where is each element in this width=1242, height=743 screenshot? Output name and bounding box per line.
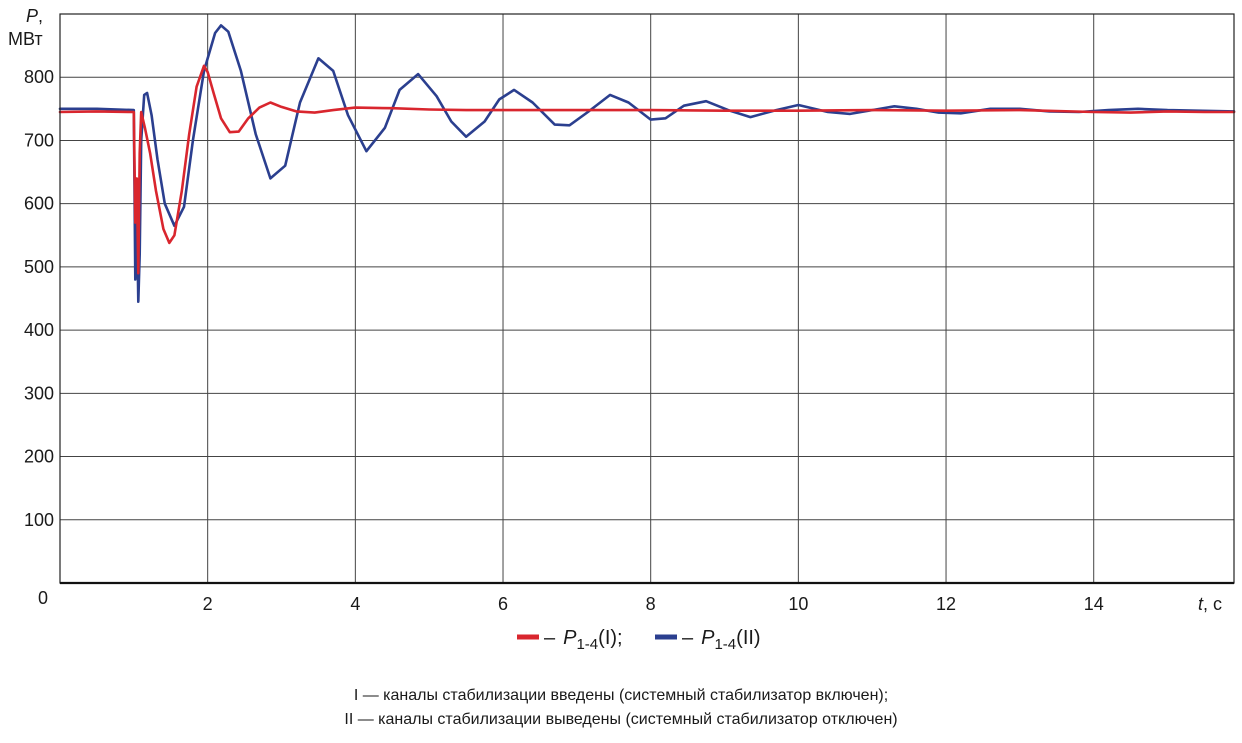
y-tick-label: 600 [24,194,54,214]
legend-subscript-i: 1-4 [576,636,598,653]
legend-suffix-i: (I); [598,627,622,649]
x-tick-label: 10 [788,594,808,614]
x-tick-label: 2 [203,594,213,614]
legend: – P1-4(I); – P1-4(II) [517,627,761,653]
y-axis-symbol: P [26,6,38,26]
legend-subscript-ii: 1-4 [714,636,736,653]
legend-p-ii: P [701,627,715,649]
series-layer [58,24,1236,303]
y-axis-unit: МВт [8,29,43,49]
plot-frame [59,13,1235,584]
series-line-ii [58,24,1236,303]
grid [60,14,1234,583]
note-line-2: II — каналы стабилизации выведены (систе… [344,711,898,728]
legend-item-ii: – P1-4(II) [682,627,761,653]
x-axis-symbol: t [1198,594,1204,614]
x-tick-label: 8 [646,594,656,614]
legend-p-i: P [563,627,577,649]
x-tick-label: 14 [1084,594,1104,614]
y-axis-label: P, [26,6,43,26]
x-tick-label: 6 [498,594,508,614]
y-tick-label: 500 [24,257,54,277]
note-line-1: I — каналы стабилизации введены (системн… [353,687,889,704]
x-tick-label: 4 [350,594,360,614]
y-tick-label: 100 [24,510,54,530]
y-axis-comma: , [38,6,43,26]
x-axis-label: t, с [1198,594,1222,614]
notes: I — каналы стабилизации введены (системн… [0,684,1242,732]
y-tick-label: 200 [24,447,54,467]
x-tick-label: 12 [936,594,956,614]
series-line-i [58,64,1236,275]
y-tick-label: 700 [24,130,54,150]
legend-suffix-ii: (II) [736,627,760,649]
legend-item-i: – P1-4(I); [544,627,623,653]
y-tick-label: 400 [24,320,54,340]
x-axis-unit: , с [1203,594,1222,614]
y-tick-label: 300 [24,383,54,403]
origin-label: 0 [38,588,48,608]
y-tick-label: 800 [24,67,54,87]
legend-dash-ii: – [682,627,694,649]
tick-labels: 2 4 6 8 10 12 14 100 200 300 400 500 600 700 800 [24,67,1104,614]
legend-dash-i: – [544,627,556,649]
